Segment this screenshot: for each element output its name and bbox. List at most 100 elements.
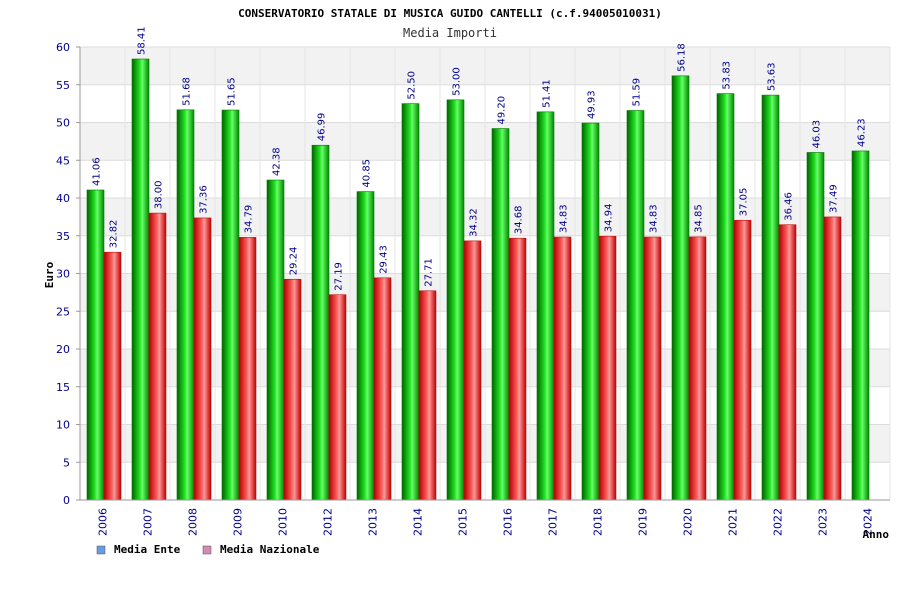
bar-media-nazionale-2012 (328, 294, 347, 501)
bar-media-ente-2022 (761, 94, 780, 501)
x-tick-labels: 2006 2007 2008 2009 2010 2012 2013 2014 2015 2016… (97, 508, 875, 536)
value-label: 46.99 (317, 113, 328, 142)
bar-media-ente-2016 (491, 128, 510, 501)
value-label: 53.63 (767, 62, 778, 91)
value-labels: 41.06 58.41 51.68 51.65 42.38 46.99 40.85 52.50… (92, 26, 868, 290)
bar-media-nazionale-2007 (148, 212, 167, 501)
value-label: 37.49 (829, 184, 840, 213)
value-label: 36.46 (784, 192, 795, 221)
bar-media-nazionale-2006 (103, 251, 122, 501)
bar-media-nazionale-2009 (238, 237, 257, 501)
bar-media-nazionale-2015 (463, 240, 482, 501)
y-tick-label: 10 (56, 419, 70, 432)
y-tick-label: 30 (56, 268, 70, 281)
x-tick-label: 2022 (772, 508, 785, 536)
value-label: 46.23 (857, 118, 868, 147)
bar-media-ente-2020 (671, 75, 690, 501)
y-axis-label: Euro (43, 261, 56, 288)
value-label: 29.24 (289, 247, 300, 276)
bar-media-ente-2015 (446, 99, 465, 501)
bar-media-nazionale-2014 (418, 290, 437, 501)
x-tick-label: 2012 (322, 508, 335, 536)
value-label: 29.43 (379, 245, 390, 274)
value-label: 34.85 (694, 204, 705, 233)
bar-media-ente-2012 (311, 144, 330, 501)
x-tick-label: 2006 (97, 508, 110, 536)
y-tick-label: 15 (56, 381, 70, 394)
bar-media-ente-2008 (176, 109, 195, 501)
x-tick-label: 2013 (367, 508, 380, 536)
value-label: 38.00 (154, 180, 165, 209)
bar-media-ente-2006 (86, 189, 105, 501)
value-label: 51.59 (632, 78, 643, 107)
value-label: 27.71 (424, 258, 435, 287)
value-label: 49.93 (587, 90, 598, 119)
bar-media-ente-2017 (536, 111, 555, 501)
bar-media-ente-2010 (266, 179, 285, 501)
x-tick-label: 2007 (142, 508, 155, 536)
bar-media-nazionale-2020 (688, 236, 707, 501)
value-label: 51.65 (227, 77, 238, 106)
bar-media-nazionale-2010 (283, 278, 302, 501)
legend-swatch-media-ente (96, 545, 106, 555)
x-tick-label: 2014 (412, 508, 425, 536)
x-tick-label: 2023 (817, 508, 830, 536)
x-tick-label: 2009 (232, 508, 245, 536)
y-tick-labels: 0 5 10 15 20 25 30 35 40 45 50 55 60 (56, 41, 80, 507)
x-tick-label: 2008 (187, 508, 200, 536)
legend-label-media-ente: Media Ente (114, 543, 181, 556)
value-label: 34.94 (604, 204, 615, 233)
bar-media-ente-2007 (131, 58, 150, 501)
x-tick-label: 2016 (502, 508, 515, 536)
x-tick-label: 2010 (277, 508, 290, 536)
value-label: 49.20 (497, 96, 508, 125)
x-tick-label: 2018 (592, 508, 605, 536)
bar-media-ente-2013 (356, 191, 375, 501)
value-label: 37.05 (739, 188, 750, 217)
value-label: 53.83 (722, 61, 733, 90)
x-tick-label: 2020 (682, 508, 695, 536)
value-label: 51.41 (542, 79, 553, 108)
value-label: 46.03 (812, 120, 823, 149)
bar-media-ente-2024 (851, 150, 870, 501)
bar-media-nazionale-2018 (598, 235, 617, 501)
value-label: 34.83 (559, 204, 570, 233)
y-tick-label: 35 (56, 230, 70, 243)
y-tick-label: 45 (56, 154, 70, 167)
bar-media-ente-2018 (581, 122, 600, 501)
value-label: 40.85 (362, 159, 373, 188)
x-tick-label: 2017 (547, 508, 560, 536)
bar-media-ente-2021 (716, 93, 735, 501)
value-label: 42.38 (272, 147, 283, 176)
value-label: 52.50 (407, 71, 418, 100)
value-label: 27.19 (334, 262, 345, 291)
bar-media-nazionale-2016 (508, 237, 527, 501)
value-label: 58.41 (137, 26, 148, 55)
value-label: 37.36 (199, 185, 210, 214)
value-label: 53.00 (452, 67, 463, 96)
y-tick-label: 5 (63, 456, 70, 469)
x-tick-label: 2019 (637, 508, 650, 536)
value-label: 34.32 (469, 208, 480, 237)
chart-title: CONSERVATORIO STATALE DI MUSICA GUIDO CA… (238, 7, 662, 20)
bar-media-ente-2009 (221, 109, 240, 501)
value-label: 32.82 (109, 220, 120, 249)
x-tick-label: 2024 (862, 508, 875, 536)
bar-media-ente-2019 (626, 110, 645, 501)
legend-label-media-nazionale: Media Nazionale (220, 543, 320, 556)
legend: Media Ente Media Nazionale (96, 543, 320, 556)
value-label: 56.18 (677, 43, 688, 72)
y-tick-label: 20 (56, 343, 70, 356)
value-label: 51.68 (182, 77, 193, 106)
bars (86, 58, 870, 501)
bar-media-ente-2023 (806, 152, 825, 501)
y-tick-label: 40 (56, 192, 70, 205)
bar-media-nazionale-2019 (643, 236, 662, 501)
bar-media-nazionale-2022 (778, 224, 797, 501)
y-tick-label: 55 (56, 79, 70, 92)
bar-media-nazionale-2017 (553, 236, 572, 501)
bar-media-nazionale-2021 (733, 219, 752, 501)
y-tick-label: 60 (56, 41, 70, 54)
y-tick-label: 25 (56, 305, 70, 318)
